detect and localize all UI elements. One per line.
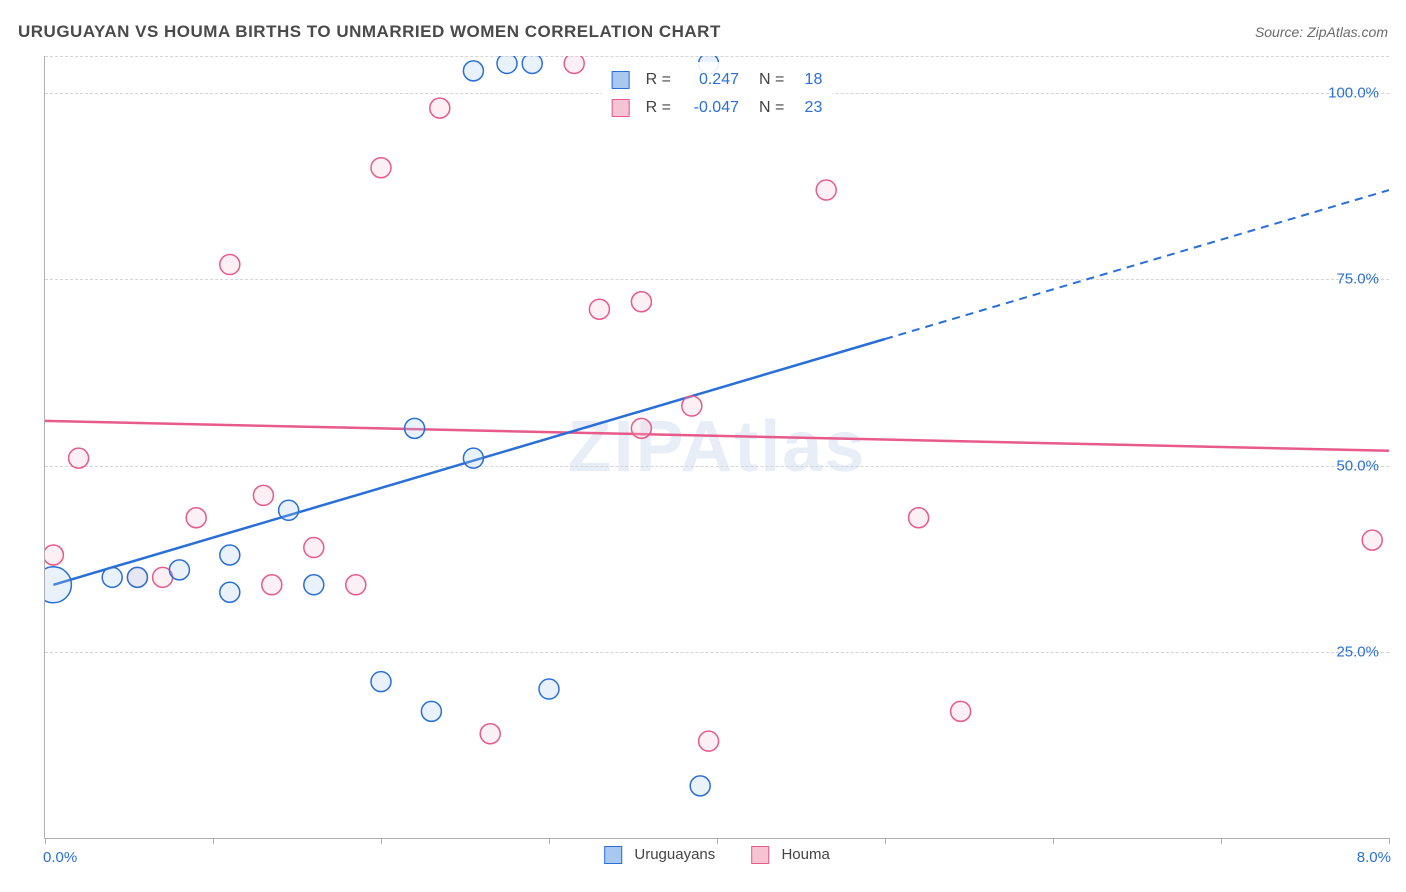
data-point [589,299,609,319]
data-point [421,701,441,721]
data-point [690,776,710,796]
trend-line-extrapolated [885,190,1389,339]
x-tick [381,838,382,844]
uruguayans-swatch-icon [604,846,622,864]
data-point [631,292,651,312]
data-point [463,61,483,81]
uruguayans-n-value: 18 [792,66,822,94]
data-point [304,575,324,595]
data-point [127,567,147,587]
data-point [371,158,391,178]
data-point [220,255,240,275]
n-prefix: N = [759,66,784,94]
x-tick [1053,838,1054,844]
x-tick-min: 0.0% [43,849,77,866]
uruguayans-label: Uruguayans [634,846,715,863]
trend-line [45,421,1389,451]
data-point [304,538,324,558]
data-point [522,56,542,73]
stats-row-uruguayans: R = 0.247 N = 18 [612,66,823,94]
scatter-svg [45,56,1389,838]
data-point [220,545,240,565]
x-tick [717,838,718,844]
chart-container: URUGUAYAN VS HOUMA BIRTHS TO UNMARRIED W… [0,0,1406,892]
r-prefix: R = [646,66,671,94]
data-point [253,485,273,505]
data-point [69,448,89,468]
data-point [631,418,651,438]
source-attribution: Source: ZipAtlas.com [1255,24,1388,40]
data-point [699,731,719,751]
stats-legend: R = 0.247 N = 18 R = -0.047 N = 23 [602,62,833,126]
r-prefix: R = [646,94,671,122]
x-tick [549,838,550,844]
data-point [102,567,122,587]
data-point [463,448,483,468]
houma-r-value: -0.047 [679,94,739,122]
data-point [430,98,450,118]
data-point [405,418,425,438]
data-point [951,701,971,721]
data-point [480,724,500,744]
houma-n-value: 23 [792,94,822,122]
legend-item-uruguayans: Uruguayans [604,846,715,864]
data-point [186,508,206,528]
data-point [682,396,702,416]
data-point [279,500,299,520]
data-point [564,56,584,73]
data-point [497,56,517,73]
stats-row-houma: R = -0.047 N = 23 [612,94,823,122]
n-prefix: N = [759,94,784,122]
series-legend: Uruguayans Houma [604,846,830,864]
data-point [909,508,929,528]
data-point [45,567,71,603]
x-tick [1221,838,1222,844]
x-tick [1389,838,1390,844]
data-point [1362,530,1382,550]
houma-label: Houma [781,846,829,863]
plot-area: ZIPAtlas 25.0%50.0%75.0%100.0% R = 0.247… [44,56,1389,839]
data-point [346,575,366,595]
chart-title: URUGUAYAN VS HOUMA BIRTHS TO UNMARRIED W… [18,22,721,42]
uruguayans-swatch-icon [612,71,630,89]
x-tick [885,838,886,844]
x-tick [213,838,214,844]
data-point [45,545,63,565]
houma-swatch-icon [612,99,630,117]
data-point [539,679,559,699]
data-point [816,180,836,200]
data-point [169,560,189,580]
uruguayans-r-value: 0.247 [679,66,739,94]
houma-swatch-icon [751,846,769,864]
legend-item-houma: Houma [751,846,830,864]
x-tick-max: 8.0% [1357,849,1391,866]
data-point [371,672,391,692]
data-point [220,582,240,602]
x-tick [45,838,46,844]
data-point [262,575,282,595]
